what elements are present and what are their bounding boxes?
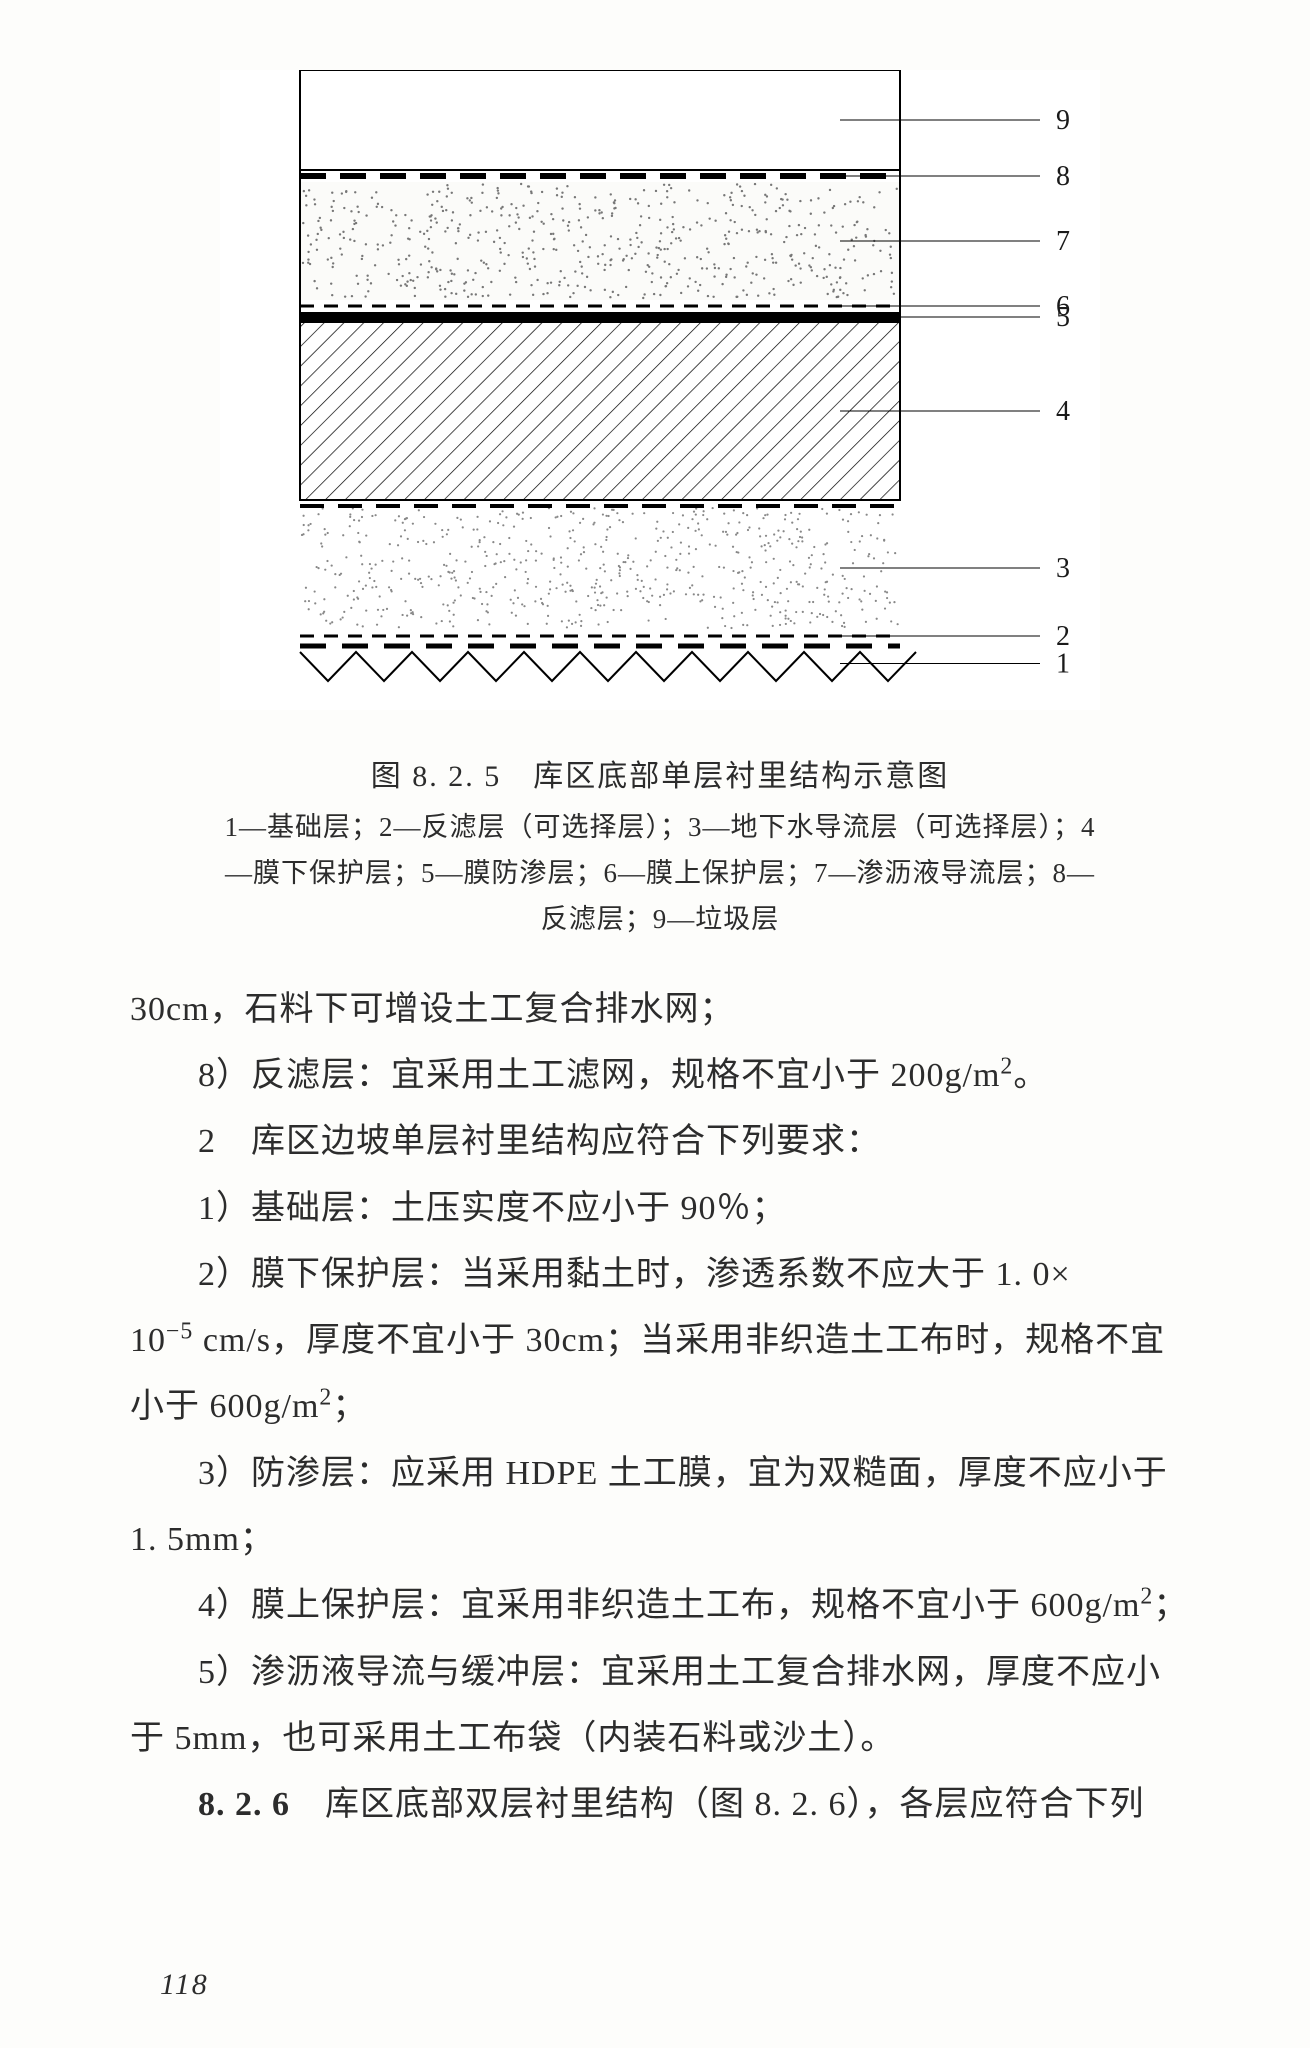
svg-text:7: 7 <box>1056 226 1070 257</box>
paragraph: 1）基础层：土压实度不应小于 90％； <box>130 1176 1190 1242</box>
page-number: 118 <box>160 1968 209 2002</box>
paragraph: 8）反滤层：宜采用土工滤网，规格不宜小于 200g/m2。 <box>130 1043 1190 1109</box>
body-text: 30cm，石料下可增设土工复合排水网；8）反滤层：宜采用土工滤网，规格不宜小于 … <box>130 977 1190 1839</box>
figure-svg: 987654321 <box>220 70 1100 715</box>
figure-caption-legend: 1—基础层；2—反滤层（可选择层）；3—地下水导流层（可选择层）；4—膜下保护层… <box>220 805 1100 943</box>
svg-text:4: 4 <box>1056 396 1070 427</box>
svg-text:9: 9 <box>1056 105 1070 136</box>
paragraph: 5）渗沥液导流与缓冲层：宜采用土工复合排水网，厚度不应小于 5mm，也可采用土工… <box>130 1640 1190 1773</box>
figure-block: 987654321 图 8. 2. 5 库区底部单层衬里结构示意图 1—基础层；… <box>130 70 1190 943</box>
paragraph: 3）防渗层：应采用 HDPE 土工膜，宜为双糙面，厚度不应小于 1. 5mm； <box>130 1441 1190 1574</box>
svg-text:2: 2 <box>1056 621 1070 652</box>
paragraph: 30cm，石料下可增设土工复合排水网； <box>130 977 1190 1043</box>
svg-text:8: 8 <box>1056 161 1070 192</box>
svg-text:3: 3 <box>1056 553 1070 584</box>
svg-text:5: 5 <box>1056 302 1070 333</box>
svg-text:1: 1 <box>1056 649 1070 680</box>
paragraph: 8. 2. 6 库区底部双层衬里结构（图 8. 2. 6），各层应符合下列 <box>130 1772 1190 1838</box>
figure-caption-title: 图 8. 2. 5 库区底部单层衬里结构示意图 <box>371 751 950 795</box>
paragraph: 10−5 cm/s，厚度不宜小于 30cm；当采用非织造土工布时，规格不宜小于 … <box>130 1308 1190 1441</box>
paragraph: 2 库区边坡单层衬里结构应符合下列要求： <box>130 1109 1190 1175</box>
paragraph: 2）膜下保护层：当采用黏土时，渗透系数不应大于 1. 0× <box>130 1242 1190 1308</box>
paragraph: 4）膜上保护层：宜采用非织造土工布，规格不宜小于 600g/m2； <box>130 1573 1190 1639</box>
